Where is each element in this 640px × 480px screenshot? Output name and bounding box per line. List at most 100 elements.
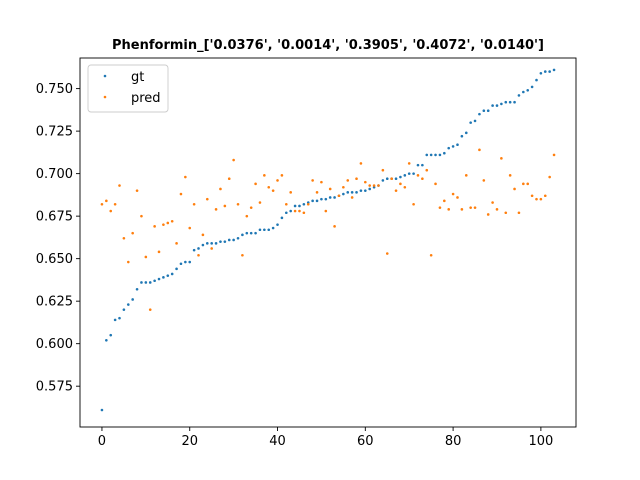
data-point-pred-55: [342, 185, 345, 189]
data-point-gt-8: [135, 287, 139, 291]
data-point-pred-10: [144, 255, 148, 259]
data-point-pred-39: [271, 189, 275, 192]
data-point-pred-56: [346, 179, 350, 182]
data-point-pred-54: [337, 194, 341, 198]
data-point-pred-31: [236, 202, 240, 206]
data-point-pred-67: [394, 189, 398, 192]
data-point-pred-60: [364, 180, 367, 184]
data-point-pred-61: [368, 184, 372, 187]
data-point-pred-14: [162, 223, 165, 226]
legend-label-pred: pred: [131, 91, 161, 106]
data-point-pred-19: [184, 175, 187, 179]
y-tick-label-4: 0.675: [36, 210, 73, 225]
data-point-pred-99: [535, 197, 538, 201]
legend: gt pred: [87, 64, 169, 113]
data-point-gt-36: [258, 228, 262, 232]
x-tick-label-20: 20: [181, 434, 198, 449]
data-point-gt-65: [385, 177, 389, 181]
data-point-pred-97: [526, 182, 530, 186]
data-point-gt-40: [276, 223, 279, 226]
data-point-gt-49: [315, 199, 319, 203]
data-point-gt-12: [153, 279, 156, 283]
data-point-gt-38: [267, 228, 271, 232]
data-point-pred-6: [126, 260, 130, 264]
data-point-pred-50: [320, 180, 323, 184]
data-point-pred-75: [429, 253, 433, 257]
data-point-gt-93: [508, 100, 512, 104]
data-point-pred-40: [276, 179, 279, 182]
data-point-gt-100: [539, 72, 543, 75]
data-point-pred-66: [390, 177, 393, 181]
data-point-pred-8: [135, 189, 139, 192]
y-tick-label-7: 0.750: [36, 82, 73, 97]
data-point-gt-83: [464, 131, 468, 135]
data-point-gt-26: [214, 242, 218, 245]
data-point-gt-96: [522, 90, 525, 94]
data-point-gt-59: [359, 189, 363, 192]
plot-area: [100, 68, 556, 412]
x-tick-label-60: 60: [357, 434, 374, 449]
data-point-gt-81: [456, 143, 459, 147]
data-point-gt-34: [249, 231, 253, 235]
data-point-pred-102: [548, 175, 551, 179]
data-point-pred-93: [508, 174, 512, 177]
data-point-pred-64: [381, 168, 385, 172]
data-point-gt-57: [350, 191, 354, 194]
data-point-pred-58: [355, 177, 358, 181]
y-tick-label-5: 0.700: [36, 167, 73, 182]
data-point-gt-7: [131, 298, 134, 301]
data-point-gt-61: [368, 187, 372, 191]
legend-label-gt: gt: [131, 70, 144, 85]
data-point-gt-58: [355, 191, 358, 194]
data-point-gt-103: [552, 68, 556, 72]
data-point-gt-17: [175, 267, 178, 271]
data-point-pred-51: [324, 209, 328, 213]
data-point-gt-52: [328, 196, 332, 199]
data-point-pred-57: [350, 196, 354, 199]
data-point-gt-85: [473, 119, 477, 123]
data-point-gt-16: [170, 272, 174, 276]
data-point-pred-91: [500, 157, 503, 160]
data-point-gt-39: [271, 226, 275, 230]
data-point-pred-32: [241, 253, 244, 257]
data-point-gt-44: [293, 204, 297, 208]
data-point-pred-59: [359, 162, 363, 165]
data-point-gt-24: [205, 242, 209, 245]
data-point-pred-15: [166, 221, 170, 225]
data-point-gt-94: [513, 100, 516, 104]
data-point-pred-98: [530, 194, 534, 198]
data-point-pred-25: [210, 247, 213, 250]
data-point-pred-16: [170, 219, 174, 223]
data-point-pred-22: [197, 253, 200, 257]
data-point-pred-7: [131, 231, 134, 235]
data-point-gt-68: [399, 175, 402, 179]
data-point-pred-44: [293, 209, 297, 213]
data-point-gt-88: [486, 109, 490, 113]
legend-box: [87, 64, 169, 113]
data-point-gt-99: [535, 78, 538, 82]
data-point-gt-50: [320, 197, 323, 201]
data-point-pred-45: [298, 209, 301, 213]
data-point-gt-67: [394, 177, 398, 181]
data-point-gt-51: [324, 197, 328, 201]
x-tick-label-40: 40: [269, 434, 286, 449]
data-point-pred-34: [249, 206, 253, 209]
data-point-pred-88: [486, 213, 490, 216]
data-point-pred-96: [522, 182, 525, 186]
data-point-gt-18: [179, 262, 183, 266]
data-point-pred-76: [434, 182, 437, 186]
data-point-pred-33: [245, 214, 249, 218]
data-point-pred-72: [416, 174, 420, 177]
data-point-gt-13: [157, 277, 161, 281]
data-point-pred-46: [302, 211, 306, 215]
data-point-gt-72: [416, 163, 420, 167]
data-point-pred-0: [100, 202, 104, 206]
data-point-pred-53: [333, 225, 336, 228]
data-point-gt-33: [245, 231, 249, 235]
data-point-pred-92: [504, 211, 508, 215]
data-point-pred-2: [109, 209, 113, 213]
data-point-pred-62: [372, 184, 376, 187]
data-point-gt-21: [192, 248, 196, 252]
data-point-pred-27: [219, 187, 222, 191]
plot-frame: [79, 57, 577, 428]
